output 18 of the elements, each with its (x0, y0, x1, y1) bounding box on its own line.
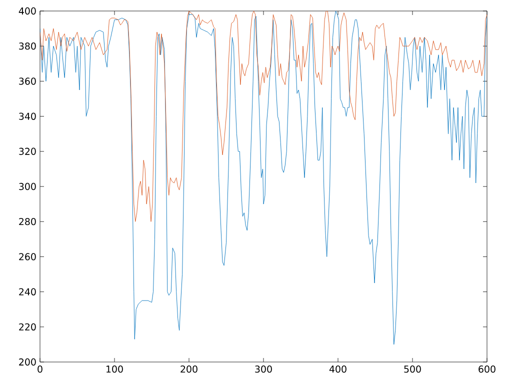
x-tick-label: 300 (255, 366, 272, 373)
y-tick-label: 280 (19, 218, 36, 226)
y-tick-label: 220 (19, 323, 36, 330)
y-tick-label: 300 (19, 182, 36, 190)
y-tick-label: 200 (19, 358, 36, 366)
x-tick-label: 100 (106, 366, 123, 373)
y-tick-label: 360 (19, 78, 36, 85)
y-tick-label: 380 (19, 42, 36, 50)
x-tick-label: 500 (404, 366, 421, 373)
x-tick-label: 600 (478, 366, 496, 373)
x-tick-label: 200 (180, 366, 198, 373)
y-tick-label: 400 (18, 7, 36, 15)
x-tick-label: 0 (38, 366, 42, 373)
x-tick-label: 400 (329, 366, 346, 373)
y-tick-label: 260 (19, 253, 36, 260)
y-tick-label: 340 (19, 112, 36, 120)
y-tick-label: 320 (19, 148, 36, 155)
y-tick-label: 240 (19, 288, 36, 296)
